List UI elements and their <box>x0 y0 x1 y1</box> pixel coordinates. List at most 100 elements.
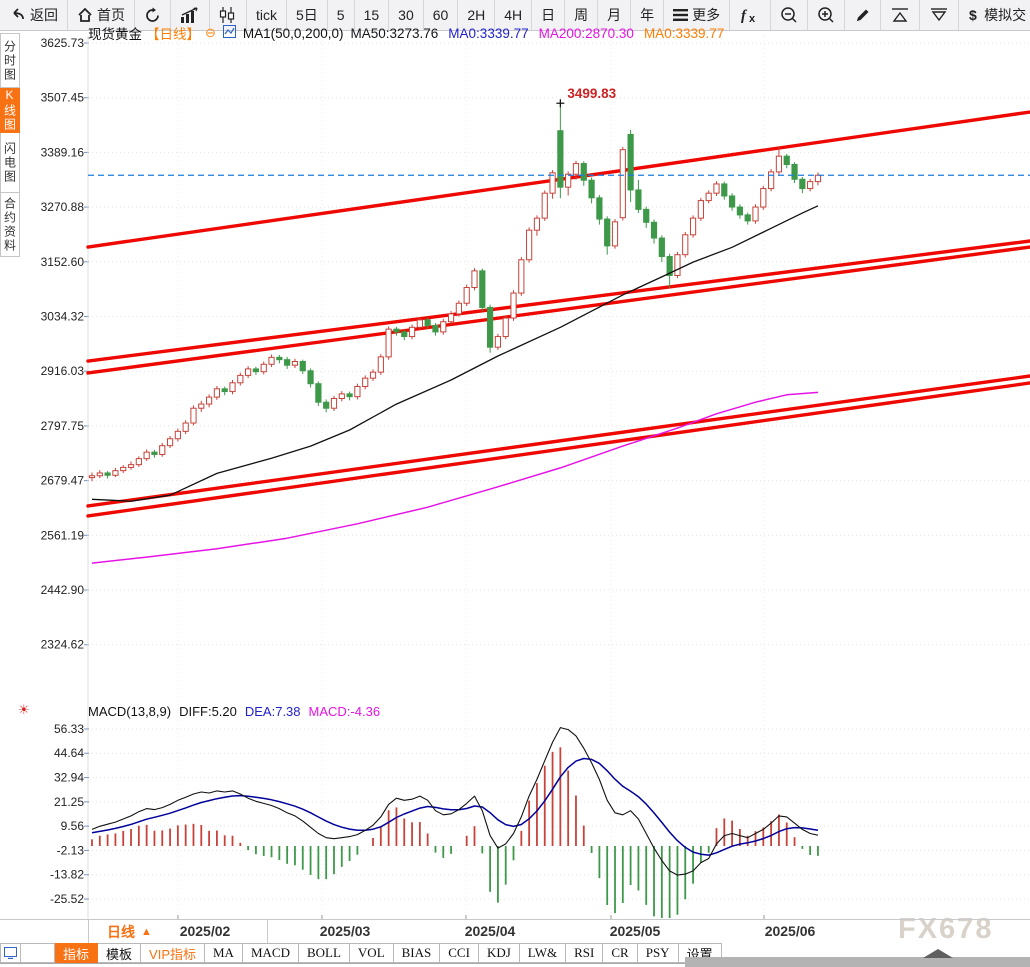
collapse-icon[interactable]: ⊖ <box>205 25 216 40</box>
toolbar-button-tick[interactable]: tick <box>247 0 287 30</box>
indicator-tab-PSY[interactable]: PSY <box>637 943 679 963</box>
zoom-in-icon <box>817 6 835 24</box>
toolbar-button-年[interactable]: 年 <box>631 0 665 30</box>
macd-dea-value: DEA:7.38 <box>244 704 301 719</box>
period-selector-arrow-icon: ▲ <box>141 925 152 938</box>
toolbar-button-日[interactable]: 日 <box>532 0 566 30</box>
indicator-tab-RSI[interactable]: RSI <box>566 943 604 963</box>
x-axis-month-label: 2025/04 <box>464 923 516 939</box>
indicator-tab-BOLL[interactable]: BOLL <box>298 943 350 963</box>
symbol-name: 现货黄金 <box>88 27 142 42</box>
macd-macd-value: MACD:-4.36 <box>308 704 381 719</box>
indicator-settings-icon[interactable]: ☀ <box>18 702 30 717</box>
toolbar-button-label: 5 <box>336 7 345 23</box>
sidebar-tab-合约资料[interactable]: 合约资料 <box>0 193 20 257</box>
sidebar-tab-闪电图[interactable]: 闪电图 <box>0 133 20 193</box>
toolbar-button-label: 年 <box>640 7 655 23</box>
price-macd-chart[interactable]: 3625.73 3507.45 3389.16 3270.88 3152.60 3034.… <box>0 30 1030 920</box>
toolbar-button-label: 5日 <box>296 7 318 23</box>
indicator-tab-MA[interactable]: MA <box>205 943 243 963</box>
toolbar-button-返回[interactable]: 返回 <box>0 0 68 30</box>
macd-header: MACD(13,8,9) DIFF:5.20 DEA:7.38 MACD:-4.… <box>88 704 380 720</box>
toolbar-button-tri-up[interactable] <box>881 0 921 30</box>
candle-chart-icon <box>219 7 237 23</box>
toolbar-button-bar-chart[interactable] <box>171 0 210 30</box>
indicator-tab-CR[interactable]: CR <box>603 943 638 963</box>
svg-text:3152.60: 3152.60 <box>41 255 85 269</box>
sidebar-tab-分时图[interactable]: 分时图 <box>0 33 20 88</box>
svg-text:2916.03: 2916.03 <box>41 364 85 378</box>
indicator-tab-指标[interactable]: 指标 <box>55 943 99 963</box>
pencil-icon <box>854 7 871 24</box>
toolbar-button-label: 更多 <box>692 7 721 23</box>
indicator-tab-VOL[interactable]: VOL <box>349 943 394 963</box>
toolbar-button-更多[interactable]: 更多 <box>664 0 731 30</box>
indicator-tab-VIP指标[interactable]: VIP指标 <box>141 943 205 963</box>
toolbar-button-模拟交[interactable]: $ 模拟交 <box>959 0 1030 30</box>
toolbar-button-label: tick <box>256 7 277 23</box>
back-icon <box>9 7 26 23</box>
toolbar-button-pencil[interactable] <box>845 0 882 30</box>
tri-down-icon <box>929 7 949 23</box>
toolbar-button-candle-chart[interactable] <box>210 0 247 30</box>
period-selector-label: 日线 <box>107 923 135 940</box>
svg-text:-2.13: -2.13 <box>57 843 85 857</box>
chart-header: 现货黄金 【日线】 ⊖ MA1(50,0,200,0) MA50:3273.76… <box>88 24 724 42</box>
toolbar-button-首页[interactable]: 首页 <box>68 0 135 30</box>
x-axis-row: 日线 ▲ 2025/02 2025/03 2025/04 2025/05 2025/06 <box>0 919 1030 944</box>
indicator-tab-CCI[interactable]: CCI <box>440 943 479 963</box>
svg-text:3270.88: 3270.88 <box>41 200 85 214</box>
indicator-tab-LW&[interactable]: LW& <box>519 943 567 963</box>
svg-text:-13.82: -13.82 <box>50 868 84 882</box>
toolbar-button-zoom-in[interactable] <box>808 0 846 30</box>
x-axis-month-label: 2025/03 <box>319 923 371 939</box>
toolbar-button-label: 返回 <box>30 7 58 23</box>
toolbar-button-月[interactable]: 月 <box>598 0 632 30</box>
macd-params: MACD(13,8,9) <box>88 704 172 719</box>
x-axis-month-label: 2025/05 <box>609 923 661 939</box>
toolbar-button-5日[interactable]: 5日 <box>287 0 328 30</box>
svg-text:3625.73: 3625.73 <box>41 36 85 50</box>
toolbar-button-60[interactable]: 60 <box>424 0 459 30</box>
fx678-watermark: FX678 <box>898 913 994 945</box>
toolbar-button-label: 4H <box>504 7 523 23</box>
toolbar-button-tri-down[interactable] <box>920 0 960 30</box>
ma-value-label: MA50:3273.76 <box>350 25 439 41</box>
svg-text:3499.83: 3499.83 <box>567 86 616 101</box>
indicator-tab-BIAS[interactable]: BIAS <box>393 943 441 963</box>
panel-expand-handle[interactable] <box>685 949 1030 967</box>
svg-text:9.56: 9.56 <box>61 819 85 833</box>
period-badge: 【日线】 <box>146 27 200 42</box>
svg-text:56.33: 56.33 <box>54 722 84 736</box>
svg-text:2797.75: 2797.75 <box>41 419 85 433</box>
macd-diff-value: DIFF:5.20 <box>179 704 237 719</box>
refresh-icon <box>144 7 161 24</box>
period-selector[interactable]: 日线 ▲ <box>88 920 268 943</box>
svg-text:21.25: 21.25 <box>54 795 84 809</box>
svg-text:44.64: 44.64 <box>54 746 84 760</box>
indicator-tab-MACD[interactable]: MACD <box>242 943 299 963</box>
toolbar-button-label: 日 <box>541 7 556 23</box>
toolbar-button-label: 2H <box>467 7 486 23</box>
toolbar-button-周[interactable]: 周 <box>565 0 599 30</box>
menu-icon <box>673 9 689 21</box>
tri-up-icon <box>890 7 910 23</box>
sidebar-tab-K线图[interactable]: K线图 <box>0 88 20 133</box>
tabbar-screen-icon[interactable] <box>0 943 21 963</box>
svg-text:2442.90: 2442.90 <box>41 583 85 597</box>
indicator-tab-模板[interactable]: 模板 <box>98 943 142 963</box>
toolbar-button-label: 月 <box>607 7 622 23</box>
toolbar-button-5[interactable]: 5 <box>328 0 355 30</box>
toolbar-button-refresh[interactable] <box>135 0 171 30</box>
dollar-icon: $ <box>968 7 980 23</box>
x-axis-month-label: 2025/02 <box>179 923 231 939</box>
toolbar-button-15[interactable]: 15 <box>355 0 390 30</box>
ma-settings-label: MA1(50,0,200,0) <box>242 25 344 41</box>
indicator-tab-KDJ[interactable]: KDJ <box>478 943 520 963</box>
toolbar-button-2H[interactable]: 2H <box>458 0 496 30</box>
toolbar-button-zoom-out[interactable] <box>771 0 809 30</box>
toolbar-button-30[interactable]: 30 <box>389 0 424 30</box>
toolbar-button-4H[interactable]: 4H <box>495 0 533 30</box>
